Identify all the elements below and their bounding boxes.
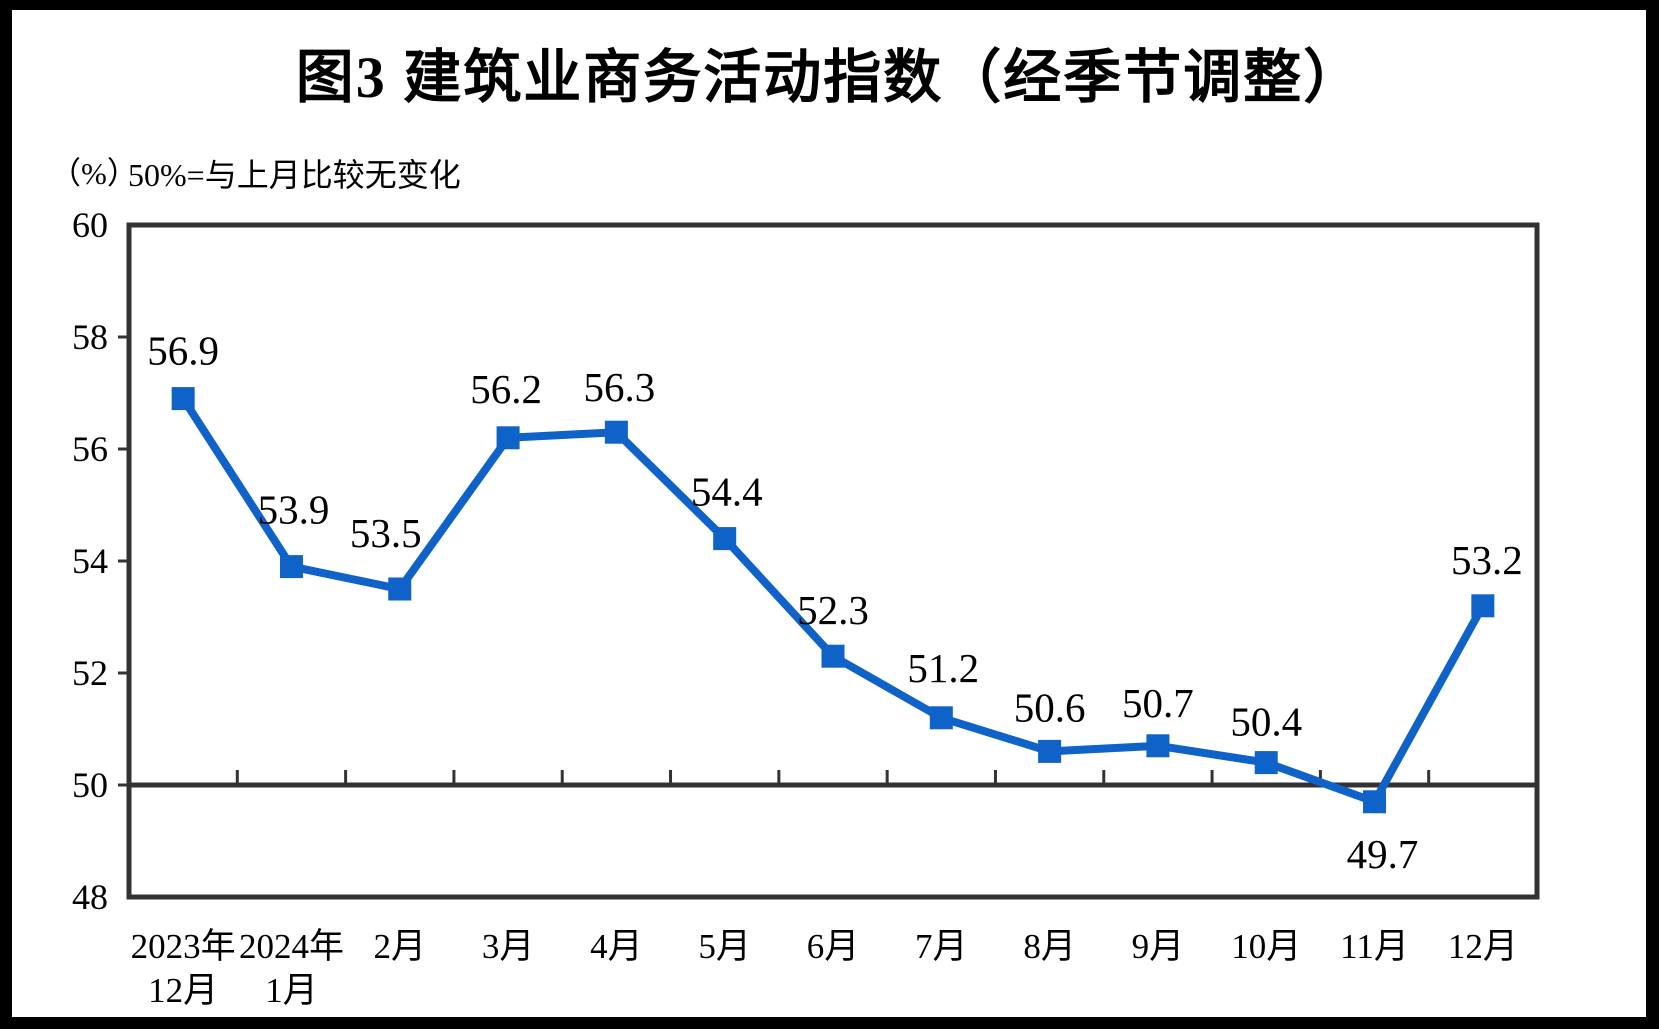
data-point-marker [388,577,412,601]
y-axis-unit-label: （%） [50,156,138,191]
y-axis-tick-label: 56 [72,429,108,469]
data-point-label: 56.9 [147,328,219,374]
data-point-label: 50.6 [1014,684,1086,730]
y-axis-tick-label: 50 [72,765,108,805]
data-point-label: 50.4 [1230,699,1302,745]
x-axis-tick-label: 11月 [1340,927,1409,966]
data-point-marker [1038,739,1062,763]
y-axis-tick-label: 58 [72,317,108,357]
data-point-marker [171,387,195,411]
data-point-label: 49.7 [1347,831,1419,877]
data-point-marker [604,420,628,444]
chart-title: 图3 建筑业商务活动指数（经季节调整） [295,45,1364,110]
reference-note: 50%=与上月比较无变化 [128,157,461,193]
y-axis-tick-label: 52 [72,653,108,693]
plot-border [126,222,1540,900]
x-axis-tick-label: 7月 [915,927,968,966]
data-point-label: 53.5 [350,510,422,556]
x-axis-tick-label: 5月 [698,927,751,966]
data-point-label: 56.3 [584,364,656,410]
data-point-label: 53.2 [1451,537,1523,583]
data-point-marker [496,426,520,450]
data-point-label: 50.7 [1122,680,1194,726]
data-point-marker [1146,734,1170,758]
x-axis-tick-label: 9月 [1132,927,1185,966]
data-point-marker [713,527,737,551]
x-axis-tick-label: 2月 [374,927,427,966]
x-axis-tick-label: 10月 [1231,927,1301,966]
data-point-label: 53.9 [258,487,330,533]
x-axis-tick-label: 3月 [482,927,535,966]
chart-canvas [12,10,1646,1017]
data-point-label: 52.3 [797,587,869,633]
y-axis-tick-label: 60 [72,205,108,245]
x-axis-tick-label: 6月 [807,927,860,966]
data-point-marker [1363,790,1387,814]
x-axis-tick-label: 8月 [1023,927,1076,966]
data-point-marker [1254,751,1278,775]
data-point-label: 51.2 [907,645,979,691]
data-point-marker [821,644,845,668]
data-point-label: 54.4 [691,469,763,515]
y-axis-tick-label: 54 [72,541,108,581]
data-point-label: 56.2 [470,366,542,412]
data-point-marker [279,555,303,579]
x-axis-tick-label: 12月 [1448,927,1518,966]
x-axis-tick-label: 4月 [590,927,643,966]
data-point-marker [1471,594,1495,618]
y-axis-tick-label: 48 [72,877,108,917]
data-point-marker [929,706,953,730]
x-axis-tick-label: 2024年 1月 [239,927,344,1010]
x-axis-tick-label: 2023年 12月 [131,927,236,1010]
